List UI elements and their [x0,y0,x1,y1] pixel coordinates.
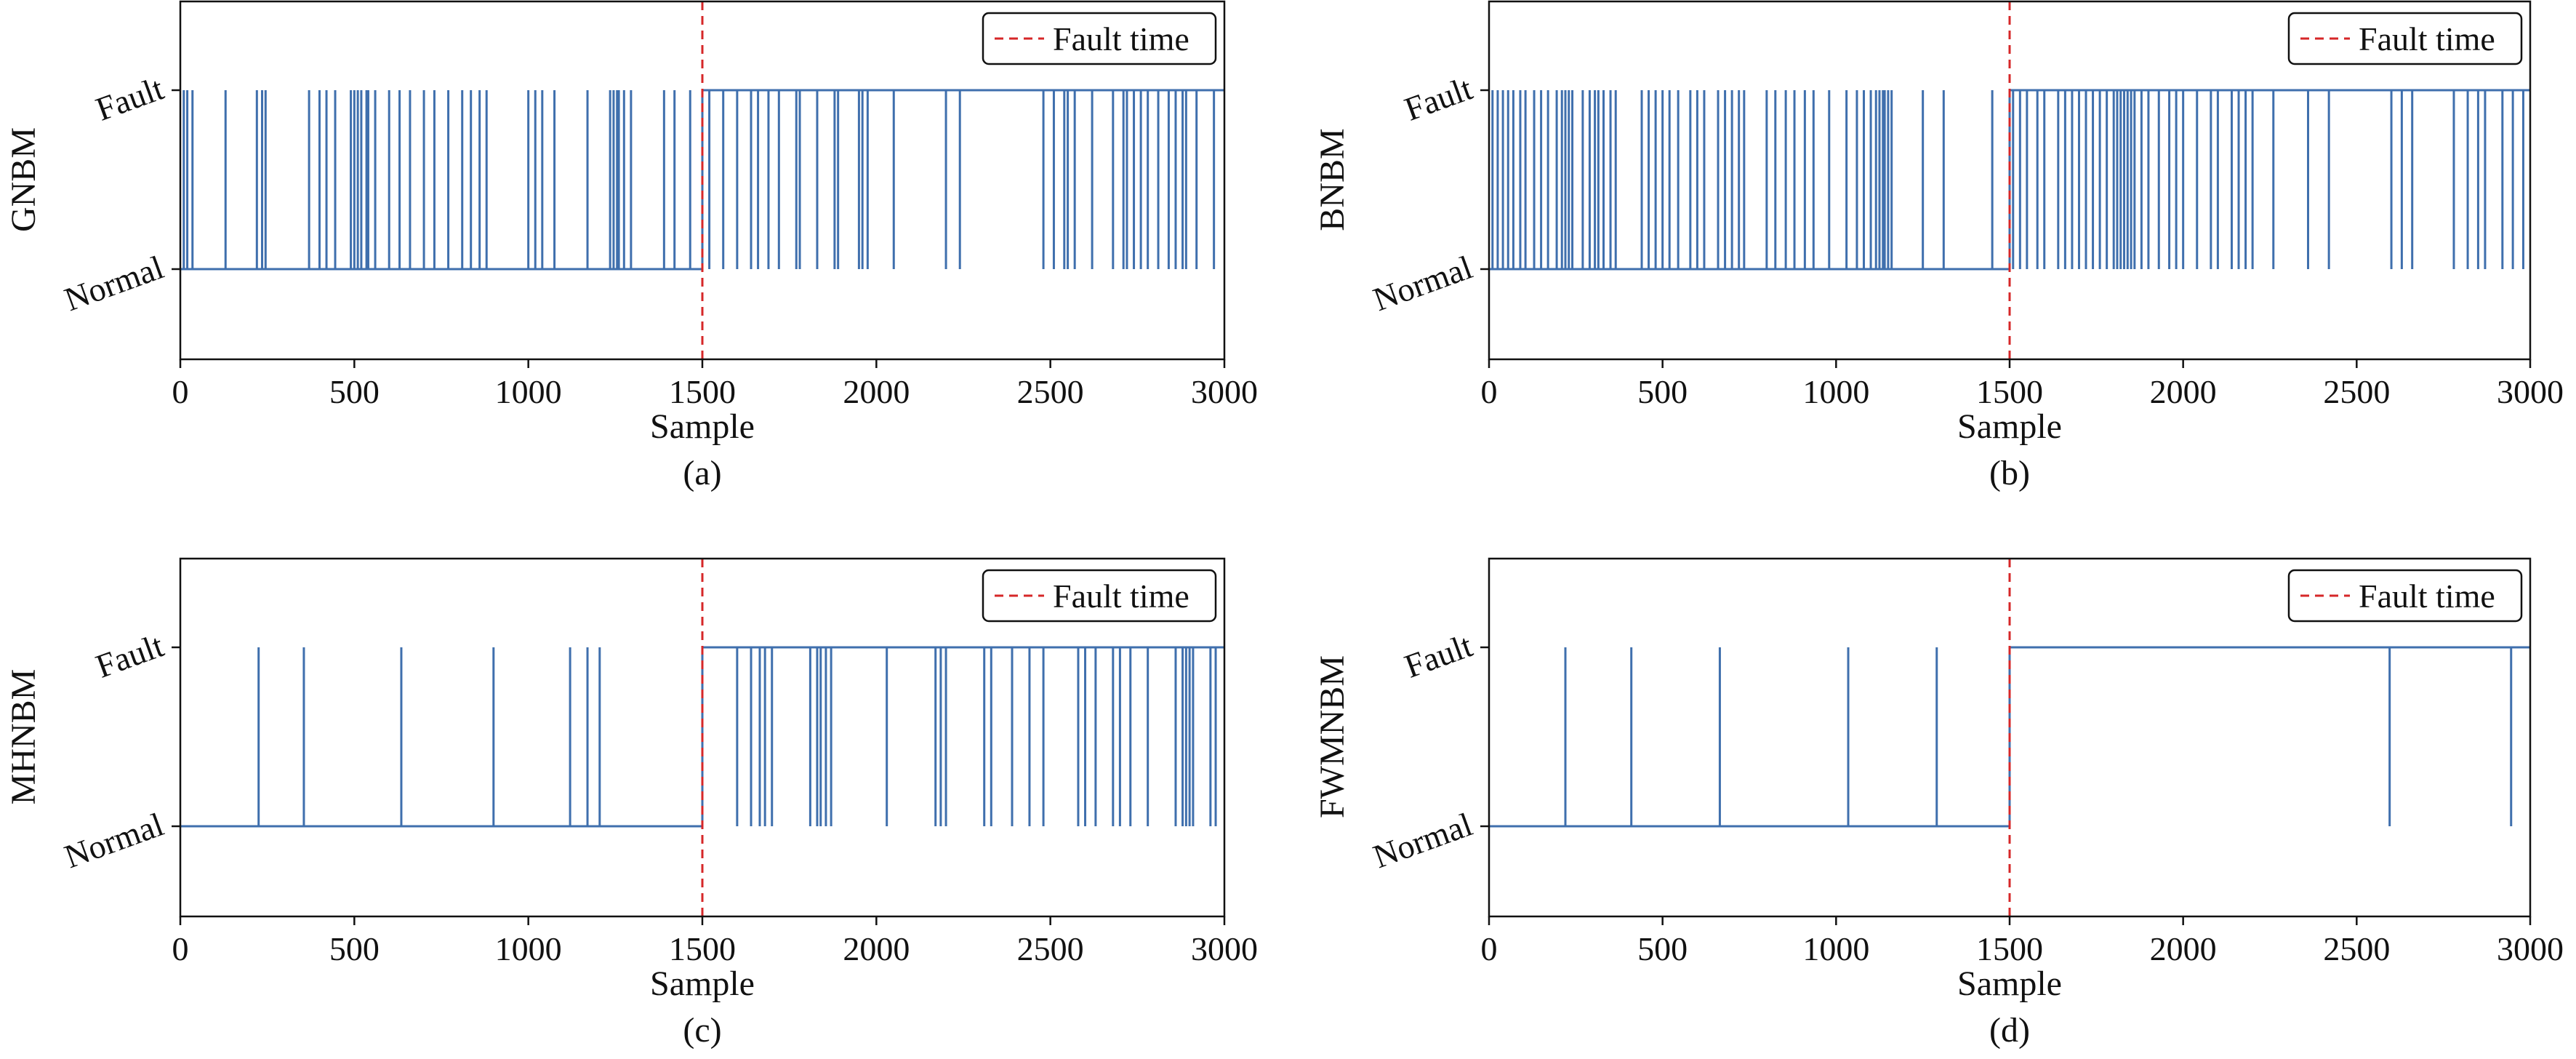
x-tick-label: 2500 [2323,373,2390,410]
x-tick-label: 500 [1637,930,1688,967]
panel-a: 0 500 1000 1500 2000 2500 3000 Sample (a) Normal F… [4,0,1258,492]
x-tick-label: 3000 [2497,930,2564,967]
x-tick-label: 1500 [669,373,736,410]
subplot-label: (c) [683,1011,721,1050]
series-line [1489,89,2530,271]
x-tick-label: 1000 [495,930,562,967]
x-tick-label: 2500 [1017,930,1084,967]
x-axis-label: Sample [650,407,755,446]
x-tick-label: 0 [1481,373,1498,410]
subplot-label: (d) [1989,1011,2030,1050]
subplot-label: (a) [683,454,721,492]
y-tick-label: Fault [91,626,169,684]
x-tick-label: 2000 [843,373,910,410]
x-tick-label: 1500 [669,930,736,967]
legend-box [2287,12,2523,65]
y-tick-label: Fault [1400,69,1477,127]
x-axis-label: Sample [650,964,755,1003]
x-tick-label: 2500 [2323,930,2390,967]
x-tick-label: 1500 [1976,373,2043,410]
legend: Fault time [982,12,1217,65]
x-tick-label: 1000 [1802,930,1869,967]
x-tick-label: 1000 [495,373,562,410]
subplot-label: (b) [1989,454,2030,492]
legend: Fault time [982,569,1217,623]
series-line [1489,646,2530,828]
x-tick-label: 3000 [1191,373,1258,410]
x-tick-label: 500 [329,373,380,410]
legend: Fault time [2287,569,2523,623]
x-tick-label: 2000 [2150,373,2217,410]
x-tick-label: 2000 [2150,930,2217,967]
x-tick-label: 2500 [1017,373,1084,410]
y-tick-label: Normal [60,248,168,318]
panel-d: 0 500 1000 1500 2000 2500 3000Sample(d)NormalF… [1313,557,2564,1050]
legend-label: Fault time [1053,578,1189,615]
y-tick-label: Normal [1368,248,1477,318]
x-tick-label: 500 [329,930,380,967]
legend-box [982,12,1217,65]
legend-box [982,569,1217,623]
y-axis-label: MHNBM [4,669,43,805]
y-tick-label: Fault [91,69,169,127]
x-axis-label: Sample [1957,964,2062,1003]
y-axis-label: FWMNBM [1313,655,1352,818]
x-tick-label: 0 [172,373,189,410]
x-tick-label: 0 [1481,930,1498,967]
x-tick-label: 500 [1637,373,1688,410]
y-tick-label: Normal [1368,805,1477,875]
x-tick-label: 3000 [2497,373,2564,410]
legend-label: Fault time [2359,578,2495,615]
panel-b: 0 500 1000 1500 2000 2500 3000 Sample (b) Normal F… [1313,0,2564,492]
series-line [180,89,1224,271]
legend-label: Fault time [1053,20,1189,57]
x-tick-label: 1500 [1976,930,2043,967]
y-tick-label: Normal [60,805,168,875]
x-tick-label: 1000 [1802,373,1869,410]
y-axis-label: GNBM [4,127,43,232]
x-axis-label: Sample [1957,407,2062,446]
x-tick-label: 2000 [843,930,910,967]
y-axis-label: BNBM [1313,128,1352,231]
panel-c: 0 500 1000 1500 2000 2500 3000 Sample (c) Normal F… [4,557,1258,1050]
legend-box [2287,569,2523,623]
legend: Fault time [2287,12,2523,65]
legend-label: Fault time [2359,20,2495,57]
series-line [180,646,1224,828]
y-tick-label: Fault [1400,626,1477,684]
x-tick-label: 0 [172,930,189,967]
x-tick-label: 3000 [1191,930,1258,967]
